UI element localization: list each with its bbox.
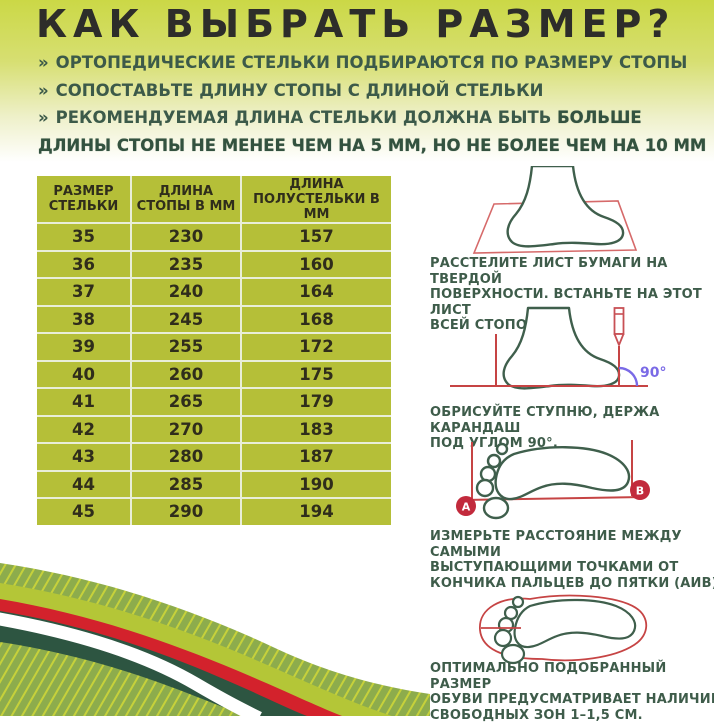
foot-outline-pencil-icon: 90° (450, 306, 666, 390)
table-row: 41 265 179 (36, 387, 392, 417)
table-row: 38 245 168 (36, 304, 392, 334)
table-cell: 240 (130, 277, 242, 307)
table-cell: 235 (130, 249, 242, 279)
table-cell: 187 (240, 442, 392, 472)
table-cell: 194 (240, 497, 392, 526)
table-cell: 39 (36, 332, 132, 362)
table-cell: 179 (240, 387, 392, 417)
column-header-foot-length: ДЛИНА СТОПЫ В ММ (130, 175, 242, 224)
table-row: 36 235 160 (36, 249, 392, 279)
column-header-half-insole-length: ДЛИНА ПОЛУСТЕЛЬКИ В ММ (240, 175, 392, 224)
angle-label: 90° (640, 365, 666, 381)
bullet-marker: » (38, 53, 49, 72)
table-row: 40 260 175 (36, 359, 392, 389)
bullet-item: » РЕКОМЕНДУЕМАЯ ДЛИНА СТЕЛЬКИ ДОЛЖНА БЫТЬ… (38, 104, 714, 159)
table-cell: 38 (36, 304, 132, 334)
table-cell: 160 (240, 249, 392, 279)
table-cell: 172 (240, 332, 392, 362)
table-row: 45 290 194 (36, 497, 392, 526)
table-cell: 183 (240, 414, 392, 444)
bullet-item: » ОРТОПЕДИЧЕСКИЕ СТЕЛЬКИ ПОДБИРАЮТСЯ ПО Р… (38, 49, 714, 77)
table-row: 44 285 190 (36, 469, 392, 499)
table-cell: 44 (36, 469, 132, 499)
bullet-marker: » (38, 80, 49, 100)
table-cell: 175 (240, 359, 392, 389)
decorative-wave-graphic (0, 563, 430, 716)
table-row: 35 230 157 (36, 222, 392, 252)
table-cell: 157 (240, 222, 392, 252)
bullet-text: ОРТОПЕДИЧЕСКИЕ СТЕЛЬКИ ПОДБИРАЮТСЯ ПО РА… (55, 53, 688, 72)
pencil-icon (613, 307, 625, 346)
footprint-measure-icon: А В (456, 440, 650, 520)
table-cell: 35 (36, 222, 132, 252)
bullet-text: СОПОСТАВЬТЕ ДЛИНУ СТОПЫ С ДЛИНОЙ СТЕЛЬКИ (55, 80, 544, 100)
foot-on-paper-icon (472, 166, 638, 254)
table-cell: 43 (36, 442, 132, 472)
bullet-marker: » (38, 108, 49, 127)
step-4-instruction: ОПТИМАЛЬНО ПОДОБРАННЫЙ РАЗМЕР ОБУВИ ПРЕД… (430, 661, 714, 723)
table-cell: 41 (36, 387, 132, 417)
table-cell: 280 (130, 442, 242, 472)
table-cell: 42 (36, 414, 132, 444)
table-cell: 40 (36, 359, 132, 389)
point-b-badge: В (630, 480, 650, 500)
table-cell: 36 (36, 249, 132, 279)
table-cell: 190 (240, 469, 392, 499)
table-cell: 260 (130, 359, 242, 389)
table-cell: 168 (240, 304, 392, 334)
step-1-instruction: РАССТЕЛИТЕ ЛИСТ БУМАГИ НА ТВЕРДОЙ ПОВЕРХ… (430, 256, 702, 333)
svg-text:А: А (462, 501, 471, 514)
table-row: 43 280 187 (36, 442, 392, 472)
step-3-instruction: ИЗМЕРЬТЕ РАССТОЯНИЕ МЕЖДУ САМЫМИ ВЫСТУПА… (430, 529, 714, 591)
svg-text:В: В (636, 485, 644, 498)
column-header-insole-size: РАЗМЕР СТЕЛЬКИ (36, 175, 132, 224)
table-cell: 230 (130, 222, 242, 252)
table-cell: 265 (130, 387, 242, 417)
bullet-bold-text: БОЛЬШЕ ДЛИНЫ СТОПЫ НЕ МЕНЕЕ ЧЕМ НА 5 ММ,… (38, 108, 707, 155)
table-row: 42 270 183 (36, 414, 392, 444)
page-title: КАК ВЫБРАТЬ РАЗМЕР? (36, 2, 676, 46)
table-cell: 290 (130, 497, 242, 526)
table-cell: 270 (130, 414, 242, 444)
size-table: РАЗМЕР СТЕЛЬКИ ДЛИНА СТОПЫ В ММ ДЛИНА ПО… (36, 175, 392, 526)
bullet-list: » ОРТОПЕДИЧЕСКИЕ СТЕЛЬКИ ПОДБИРАЮТСЯ ПО Р… (38, 49, 714, 159)
table-cell: 45 (36, 497, 132, 526)
bullet-item: » СОПОСТАВЬТЕ ДЛИНУ СТОПЫ С ДЛИНОЙ СТЕЛЬК… (38, 77, 714, 105)
table-cell: 255 (130, 332, 242, 362)
table-header-row: РАЗМЕР СТЕЛЬКИ ДЛИНА СТОПЫ В ММ ДЛИНА ПО… (36, 175, 392, 224)
step-2-instruction: ОБРИСУЙТЕ СТУПНЮ, ДЕРЖА КАРАНДАШ ПОД УГЛ… (430, 405, 660, 451)
footprint-insole-icon (479, 594, 648, 665)
table-cell: 285 (130, 469, 242, 499)
table-cell: 164 (240, 277, 392, 307)
table-row: 37 240 164 (36, 277, 392, 307)
bullet-text: РЕКОМЕНДУЕМАЯ ДЛИНА СТЕЛЬКИ ДОЛЖНА БЫТЬ (55, 108, 558, 127)
header-gradient-background (0, 0, 714, 162)
table-cell: 245 (130, 304, 242, 334)
point-a-badge: А (456, 496, 476, 516)
table-cell: 37 (36, 277, 132, 307)
table-row: 39 255 172 (36, 332, 392, 362)
